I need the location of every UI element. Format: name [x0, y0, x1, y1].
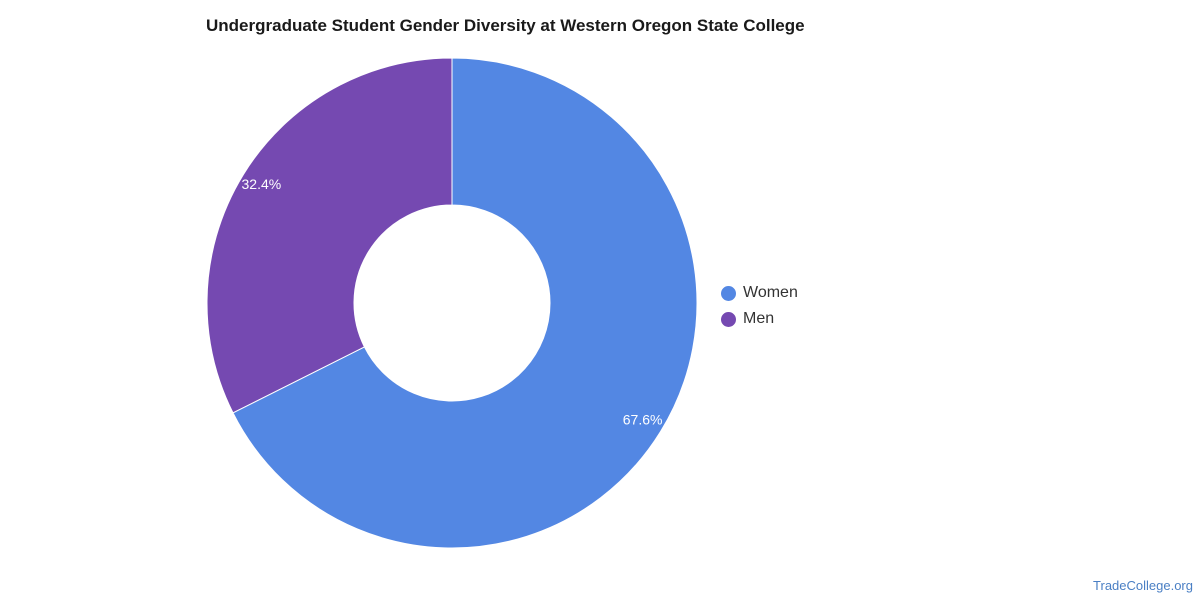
slice-label-women: 67.6%	[623, 411, 663, 427]
legend-item-women[interactable]: Women	[721, 280, 798, 306]
chart-title: Undergraduate Student Gender Diversity a…	[206, 16, 805, 35]
legend-swatch-men	[721, 311, 736, 327]
legend-label-women: Women	[743, 284, 798, 301]
legend: Women Men	[721, 280, 798, 332]
legend-label-men: Men	[743, 310, 775, 327]
watermark: TradeCollege.org	[1093, 578, 1193, 593]
slice-women[interactable]	[232, 57, 698, 549]
slice-label-men: 32.4%	[242, 176, 282, 192]
legend-swatch-women	[721, 285, 736, 301]
slice-men[interactable]	[206, 57, 453, 414]
legend-item-men[interactable]: Men	[721, 306, 798, 332]
